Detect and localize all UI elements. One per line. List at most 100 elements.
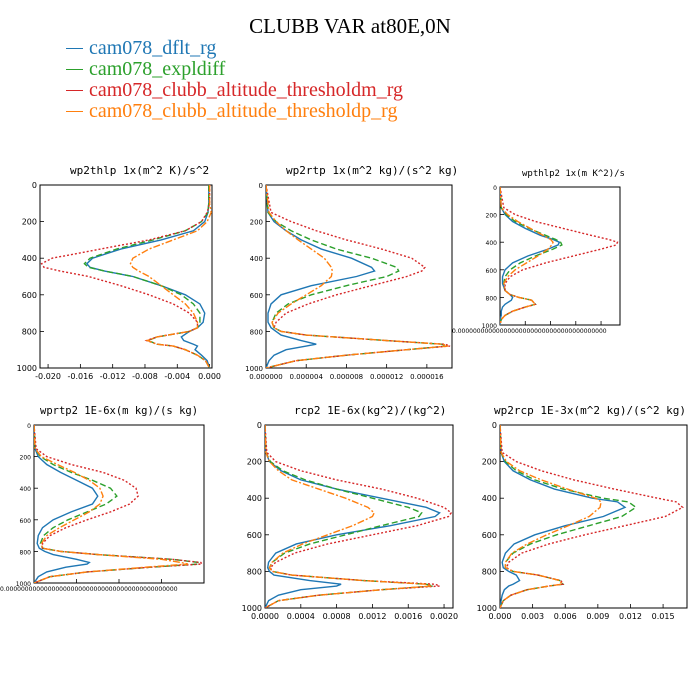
plot-frame bbox=[33, 424, 205, 584]
x-tick-label: 0.000000 bbox=[249, 373, 282, 381]
y-tick-label: 1000 bbox=[245, 365, 263, 373]
legend-swatch bbox=[66, 48, 83, 49]
y-tick-label: 1000 bbox=[16, 581, 31, 588]
y-tick-label: 800 bbox=[486, 295, 498, 302]
legend-label: cam078_clubb_altitude_thresholdm_rg bbox=[89, 79, 404, 101]
y-tick-label: 0 bbox=[27, 423, 31, 430]
y-tick-label: 200 bbox=[482, 458, 497, 467]
x-tick-label: 0.0020 bbox=[430, 612, 458, 621]
series-line-cam078_clubb_altitude_thresholdp_rg bbox=[266, 185, 449, 368]
y-tick-label: 800 bbox=[247, 567, 262, 576]
y-tick-label: 1000 bbox=[17, 364, 37, 373]
panel-title: wp2rcp 1E-3x(m^2 kg)/(s^2 kg) bbox=[494, 404, 686, 417]
series-line-cam078_clubb_altitude_thresholdm_rg bbox=[266, 185, 451, 368]
y-tick-label: 600 bbox=[22, 291, 37, 300]
legend: cam078_dflt_rg cam078_expldiff cam078_cl… bbox=[66, 38, 403, 122]
y-tick-label: 600 bbox=[247, 531, 262, 540]
series-line-cam078_expldiff bbox=[265, 425, 434, 608]
x-tick-label: 0.000 bbox=[198, 372, 221, 381]
panel-title: wprtp2 1E-6x(m kg)/(s kg) bbox=[40, 405, 198, 417]
legend-swatch bbox=[66, 69, 83, 70]
y-tick-label: 0 bbox=[492, 421, 497, 430]
series-line-cam078_clubb_altitude_thresholdm_rg bbox=[265, 425, 453, 608]
y-tick-label: 200 bbox=[250, 219, 263, 227]
panel-title: wp2thlp 1x(m^2 K)/s^2 bbox=[70, 164, 209, 177]
x-tick-label: 0.000 bbox=[489, 612, 512, 621]
legend-swatch bbox=[66, 90, 83, 91]
series-line-cam078_clubb_altitude_thresholdm_rg bbox=[500, 187, 619, 325]
legend-swatch bbox=[66, 111, 83, 112]
y-tick-label: 200 bbox=[247, 458, 262, 467]
x-tick-label-overlap: 0.00000000000000000000000000000000000000… bbox=[452, 328, 607, 335]
y-tick-label: 0 bbox=[259, 182, 263, 190]
series-line-cam078_dflt_rg bbox=[265, 425, 441, 608]
y-tick-label: 800 bbox=[250, 328, 263, 336]
x-tick-label-overlap: 0.00000000000000000000000000000000000000… bbox=[0, 586, 178, 593]
series-line-cam078_clubb_altitude_thresholdm_rg bbox=[34, 425, 204, 583]
legend-label: cam078_expldiff bbox=[89, 58, 226, 80]
y-tick-label: 1000 bbox=[482, 323, 497, 330]
legend-entry: cam078_dflt_rg bbox=[66, 38, 403, 59]
series-line-cam078_expldiff bbox=[500, 187, 563, 325]
x-tick-label: 0.0008 bbox=[323, 612, 351, 621]
y-tick-label: 400 bbox=[250, 255, 263, 263]
x-tick-label: 0.0012 bbox=[358, 612, 386, 621]
x-tick-label: 0.000008 bbox=[330, 373, 363, 381]
series-line-cam078_dflt_rg bbox=[500, 187, 561, 325]
x-tick-label: 0.0000 bbox=[251, 612, 279, 621]
x-tick-label: -0.016 bbox=[67, 372, 93, 381]
y-tick-label: 600 bbox=[482, 531, 497, 540]
plot-frame bbox=[499, 186, 621, 326]
series-line-cam078_clubb_altitude_thresholdp_rg bbox=[129, 185, 212, 368]
panel-title: wp2rtp 1x(m^2 kg)/(s^2 kg) bbox=[286, 164, 458, 177]
series-line-cam078_expldiff bbox=[266, 185, 448, 368]
x-tick-label: 0.0004 bbox=[287, 612, 315, 621]
y-tick-label: 200 bbox=[486, 213, 498, 220]
plot-frame bbox=[264, 424, 454, 609]
y-tick-label: 1000 bbox=[242, 604, 262, 613]
y-tick-label: 800 bbox=[22, 327, 37, 336]
plot-frame bbox=[265, 184, 453, 369]
panel-title: wpthlp2 1x(m K^2)/s bbox=[522, 169, 625, 179]
y-tick-label: 0 bbox=[257, 421, 262, 430]
series-line-cam078_expldiff bbox=[34, 425, 200, 583]
panel-title: rcp2 1E-6x(kg^2)/(kg^2) bbox=[294, 404, 446, 417]
legend-entry: cam078_clubb_altitude_thresholdp_rg bbox=[66, 101, 403, 122]
y-tick-label: 200 bbox=[20, 455, 32, 462]
legend-label: cam078_clubb_altitude_thresholdp_rg bbox=[89, 100, 398, 122]
legend-entry: cam078_clubb_altitude_thresholdm_rg bbox=[66, 80, 403, 101]
plot-frame bbox=[499, 424, 688, 609]
y-tick-label: 800 bbox=[482, 567, 497, 576]
x-tick-label: 0.0016 bbox=[394, 612, 422, 621]
y-tick-label: 800 bbox=[20, 549, 32, 556]
y-tick-label: 0 bbox=[493, 185, 497, 192]
y-tick-label: 400 bbox=[247, 494, 262, 503]
x-tick-label: -0.012 bbox=[100, 372, 126, 381]
series-line-cam078_dflt_rg bbox=[500, 425, 627, 608]
y-tick-label: 400 bbox=[482, 494, 497, 503]
series-line-cam078_clubb_altitude_thresholdp_rg bbox=[34, 425, 189, 583]
figure-title: CLUBB VAR at80E,0N bbox=[249, 14, 451, 38]
x-tick-label: 0.006 bbox=[554, 612, 577, 621]
x-tick-label: -0.008 bbox=[132, 372, 158, 381]
series-line-cam078_dflt_rg bbox=[266, 185, 376, 368]
y-tick-label: 400 bbox=[20, 486, 32, 493]
series-line-cam078_clubb_altitude_thresholdm_rg bbox=[500, 425, 684, 608]
series-line-cam078_clubb_altitude_thresholdp_rg bbox=[500, 187, 554, 325]
x-tick-label: 0.000016 bbox=[410, 373, 444, 381]
y-tick-label: 600 bbox=[250, 292, 263, 300]
x-tick-label: 0.015 bbox=[652, 612, 675, 621]
y-tick-label: 600 bbox=[20, 518, 32, 525]
y-tick-label: 1000 bbox=[477, 604, 497, 613]
y-tick-label: 200 bbox=[22, 218, 37, 227]
x-tick-label: 0.012 bbox=[619, 612, 642, 621]
y-tick-label: 400 bbox=[22, 254, 37, 263]
legend-entry: cam078_expldiff bbox=[66, 59, 403, 80]
legend-label: cam078_dflt_rg bbox=[89, 37, 217, 59]
series-line-cam078_dflt_rg bbox=[85, 185, 211, 368]
series-line-cam078_clubb_altitude_thresholdm_rg bbox=[40, 185, 211, 368]
x-tick-label: -0.020 bbox=[35, 372, 61, 381]
x-tick-label: -0.004 bbox=[164, 372, 190, 381]
series-line-cam078_dflt_rg bbox=[34, 425, 99, 583]
